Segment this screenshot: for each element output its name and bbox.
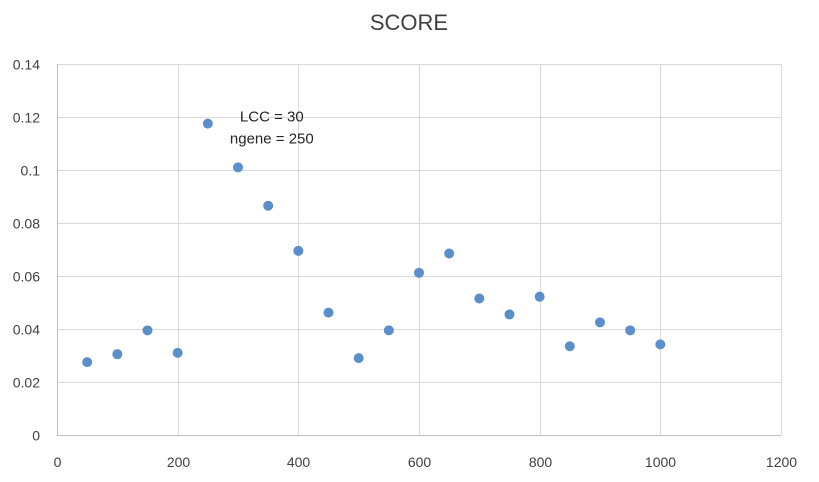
- annotation-line: ngene = 250: [230, 131, 314, 148]
- data-point: [504, 309, 515, 320]
- x-tick-label: 800: [529, 454, 553, 470]
- data-point: [564, 341, 575, 352]
- tick-labels: 0 0.02 0.04 0.06 0.08 0.1 0.12 0.14 0 200 400 600 80…: [13, 57, 798, 471]
- data-point: [263, 200, 274, 211]
- data-point: [474, 293, 485, 304]
- annotation-line: LCC = 30: [240, 109, 304, 126]
- data-point: [293, 245, 304, 256]
- data-point: [202, 118, 213, 129]
- x-tick-label: 400: [287, 454, 311, 470]
- data-point: [534, 291, 545, 302]
- data-point: [444, 248, 455, 259]
- data-point: [353, 353, 364, 364]
- y-tick-label: 0.1: [21, 163, 41, 179]
- data-point: [142, 325, 153, 336]
- data-point: [625, 325, 636, 336]
- data-point: [172, 347, 183, 358]
- x-tick-label: 1000: [645, 454, 676, 470]
- data-point: [595, 317, 605, 328]
- data-point: [323, 307, 334, 318]
- data-point: [655, 339, 666, 350]
- y-tick-label: 0.14: [13, 57, 40, 73]
- y-tick-label: 0.08: [13, 216, 40, 232]
- x-tick-label: 0: [54, 454, 62, 470]
- y-tick-label: 0.02: [13, 375, 40, 391]
- data-point: [414, 267, 424, 278]
- chart-title: SCORE: [370, 10, 448, 35]
- data-point: [383, 325, 394, 336]
- x-tick-label: 600: [408, 454, 432, 470]
- y-tick-label: 0.06: [13, 269, 40, 285]
- axes: [57, 64, 781, 436]
- data-point: [233, 162, 243, 173]
- y-tick-label: 0.12: [13, 110, 40, 126]
- data-points: [82, 118, 666, 368]
- data-point: [82, 357, 93, 368]
- x-tick-label: 1200: [766, 454, 797, 470]
- data-point: [112, 349, 123, 360]
- x-tick-label: 200: [167, 454, 191, 470]
- y-tick-label: 0.04: [13, 322, 40, 338]
- annotations: LCC = 30 ngene = 250: [230, 109, 314, 148]
- gridlines: [57, 64, 782, 435]
- y-tick-label: 0: [32, 428, 40, 444]
